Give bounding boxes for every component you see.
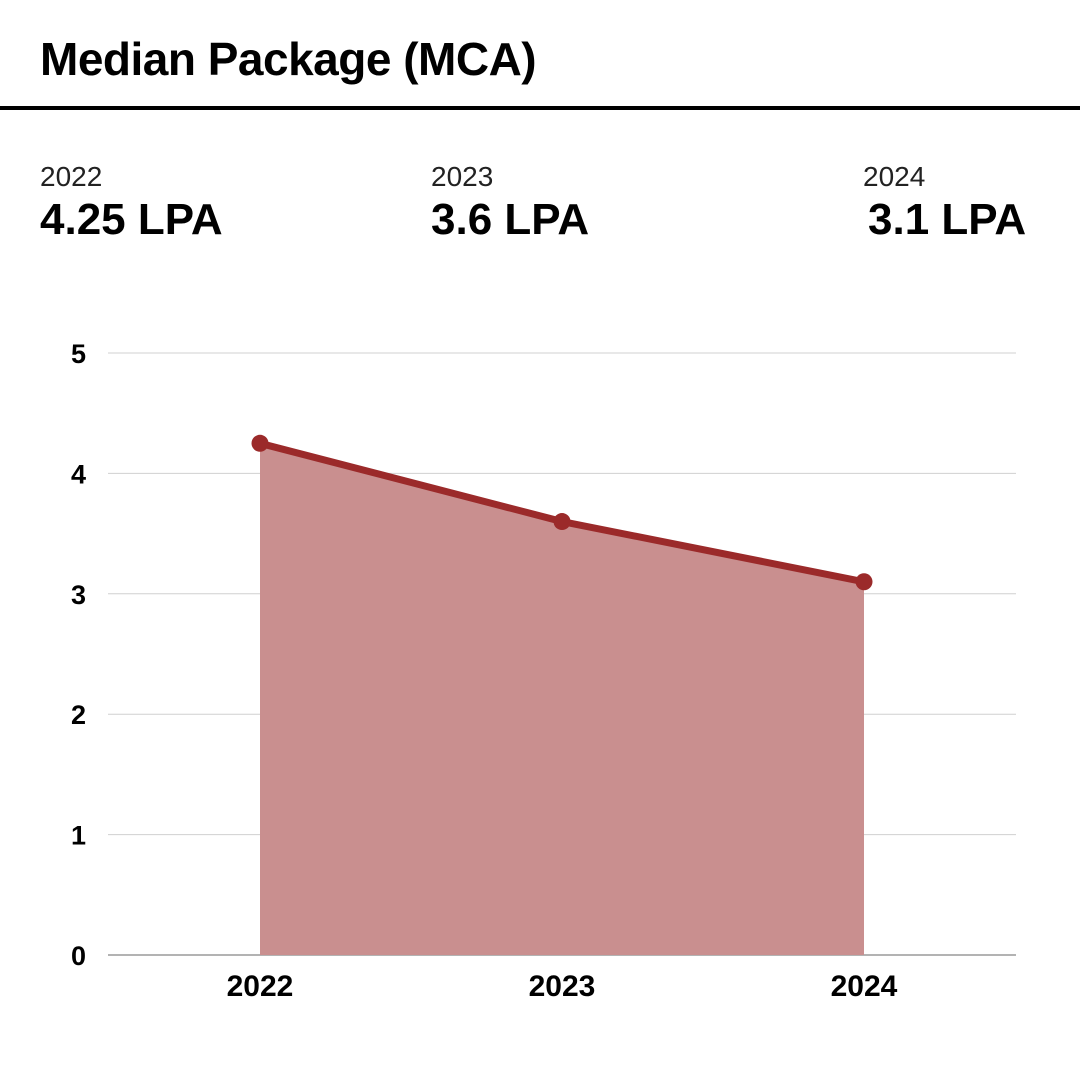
data-point-2024 — [855, 573, 873, 591]
x-tick-label: 2023 — [529, 970, 596, 1003]
page-title: Median Package (MCA) — [40, 33, 537, 85]
y-tick-label: 4 — [71, 459, 86, 489]
y-tick-label: 3 — [71, 580, 86, 610]
stat-year: 2024 — [863, 161, 926, 192]
stat-value: 4.25 LPA — [40, 195, 223, 244]
stat-value: 3.6 LPA — [431, 195, 590, 244]
data-point-2022 — [251, 434, 269, 452]
area-fill — [260, 443, 864, 955]
y-tick-label: 0 — [71, 941, 86, 971]
x-tick-label: 2022 — [227, 970, 294, 1003]
stat-year: 2022 — [40, 161, 103, 192]
title-divider — [0, 106, 1080, 110]
y-tick-label: 1 — [71, 821, 86, 851]
stat-2023: 2023 3.6 LPA — [431, 160, 589, 246]
y-tick-label: 2 — [71, 700, 86, 730]
data-point-2023 — [553, 513, 571, 531]
x-tick-label: 2024 — [831, 970, 898, 1003]
y-tick-label: 5 — [71, 339, 86, 369]
stat-value: 3.1 LPA — [868, 195, 1027, 244]
stat-2024: 2024 3.1 LPA — [863, 160, 1026, 246]
stat-2022: 2022 4.25 LPA — [40, 160, 223, 246]
stat-year: 2023 — [431, 161, 494, 192]
